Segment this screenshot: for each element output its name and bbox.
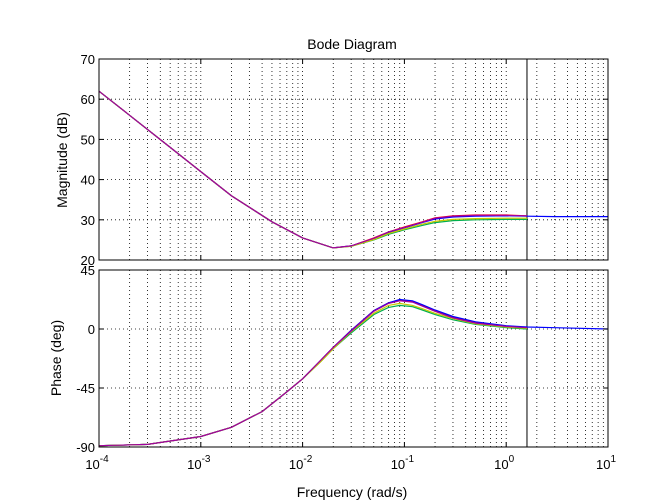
phase-axes-frame (98, 269, 609, 448)
phase-ylabel: Phase (deg) (48, 320, 64, 396)
magnitude-axes-frame (98, 58, 609, 261)
x-tick-label: 10-4 (85, 454, 109, 472)
magnitude-grid (99, 59, 608, 260)
x-tick-label: 10-3 (187, 454, 211, 472)
y-tick-label: 0 (88, 322, 95, 337)
magnitude-ylabel: Magnitude (dB) (54, 112, 70, 208)
y-tick-label: 40 (81, 173, 95, 188)
phase-xticks: 10-4 10-3 10-2 10-1 100 101 (85, 454, 616, 472)
x-axis-label: Frequency (rad/s) (297, 484, 407, 500)
y-tick-label: 30 (81, 213, 95, 228)
y-tick-label: 45 (81, 263, 95, 278)
x-tick-label: 10-1 (391, 454, 415, 472)
series-line-5 (98, 300, 528, 447)
magnitude-yticks: 20 30 40 50 60 70 (81, 52, 609, 268)
series-line-5 (98, 90, 528, 249)
phase-yticks: -90 -45 0 45 (76, 263, 609, 455)
chart-title: Bode Diagram (307, 36, 397, 52)
y-tick-label: 50 (81, 132, 95, 147)
y-tick-label: 70 (81, 52, 95, 67)
y-tick-label: -45 (76, 381, 95, 396)
magnitude-panel: 20 30 40 50 60 70 (81, 52, 609, 268)
magnitude-series (98, 90, 608, 249)
x-tick-label: 10-2 (289, 454, 313, 472)
y-tick-label: 60 (81, 92, 95, 107)
y-tick-label: 20 (81, 253, 95, 268)
x-tick-label: 101 (596, 454, 616, 472)
y-tick-label: -90 (76, 440, 95, 455)
phase-panel: -90 -45 0 45 10-4 10-3 10-2 10-1 100 101 (76, 263, 616, 472)
x-tick-label: 100 (494, 454, 514, 472)
phase-series (98, 298, 609, 447)
